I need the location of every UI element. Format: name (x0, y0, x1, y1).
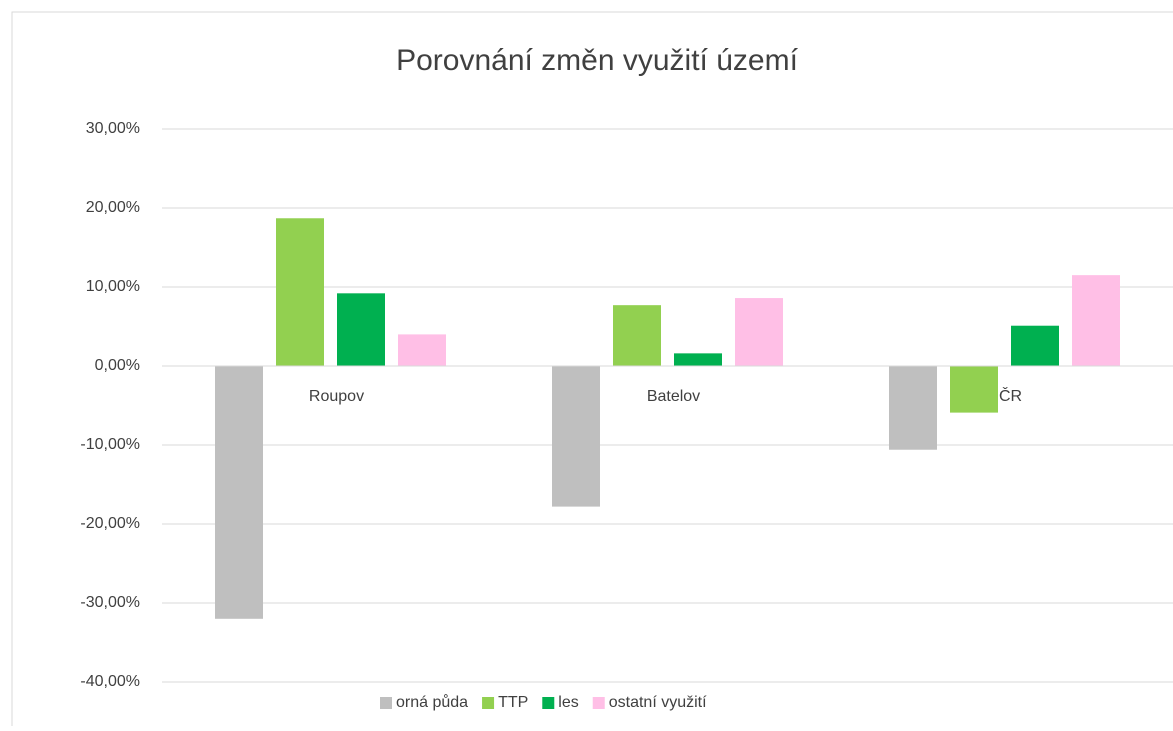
x-tick-label: ČR (999, 386, 1022, 405)
legend-label: TTP (498, 694, 528, 711)
legend-label: ostatní využití (609, 694, 707, 711)
bar (1011, 325, 1059, 366)
y-tick-label: -20,00% (80, 515, 140, 532)
bar (276, 218, 324, 366)
y-tick-label: -40,00% (80, 673, 140, 690)
chart-title: Porovnání změn využití území (396, 44, 799, 77)
y-tick-label: -30,00% (80, 594, 140, 611)
x-tick-label: Roupov (309, 388, 364, 405)
y-tick-label: 30,00% (86, 120, 140, 137)
legend-swatch (542, 697, 555, 709)
legend-swatch (380, 697, 392, 709)
y-tick-label: 10,00% (86, 278, 140, 295)
bar (613, 305, 661, 366)
legend-swatch (482, 697, 495, 709)
bar (889, 366, 937, 450)
legend-swatch (592, 697, 605, 709)
bar (552, 366, 600, 507)
y-tick-label: 0,00% (95, 357, 140, 374)
x-tick-label: Batelov (647, 388, 700, 405)
bar (950, 366, 998, 413)
y-tick-label: 20,00% (86, 199, 140, 216)
bar (398, 334, 446, 366)
bar (215, 366, 263, 619)
bar (1072, 275, 1120, 366)
bar (337, 293, 385, 366)
legend-label: les (558, 694, 578, 711)
bar (735, 298, 783, 366)
bar (674, 353, 722, 366)
y-tick-label: -10,00% (80, 436, 140, 453)
legend-label: orná půda (396, 693, 468, 711)
